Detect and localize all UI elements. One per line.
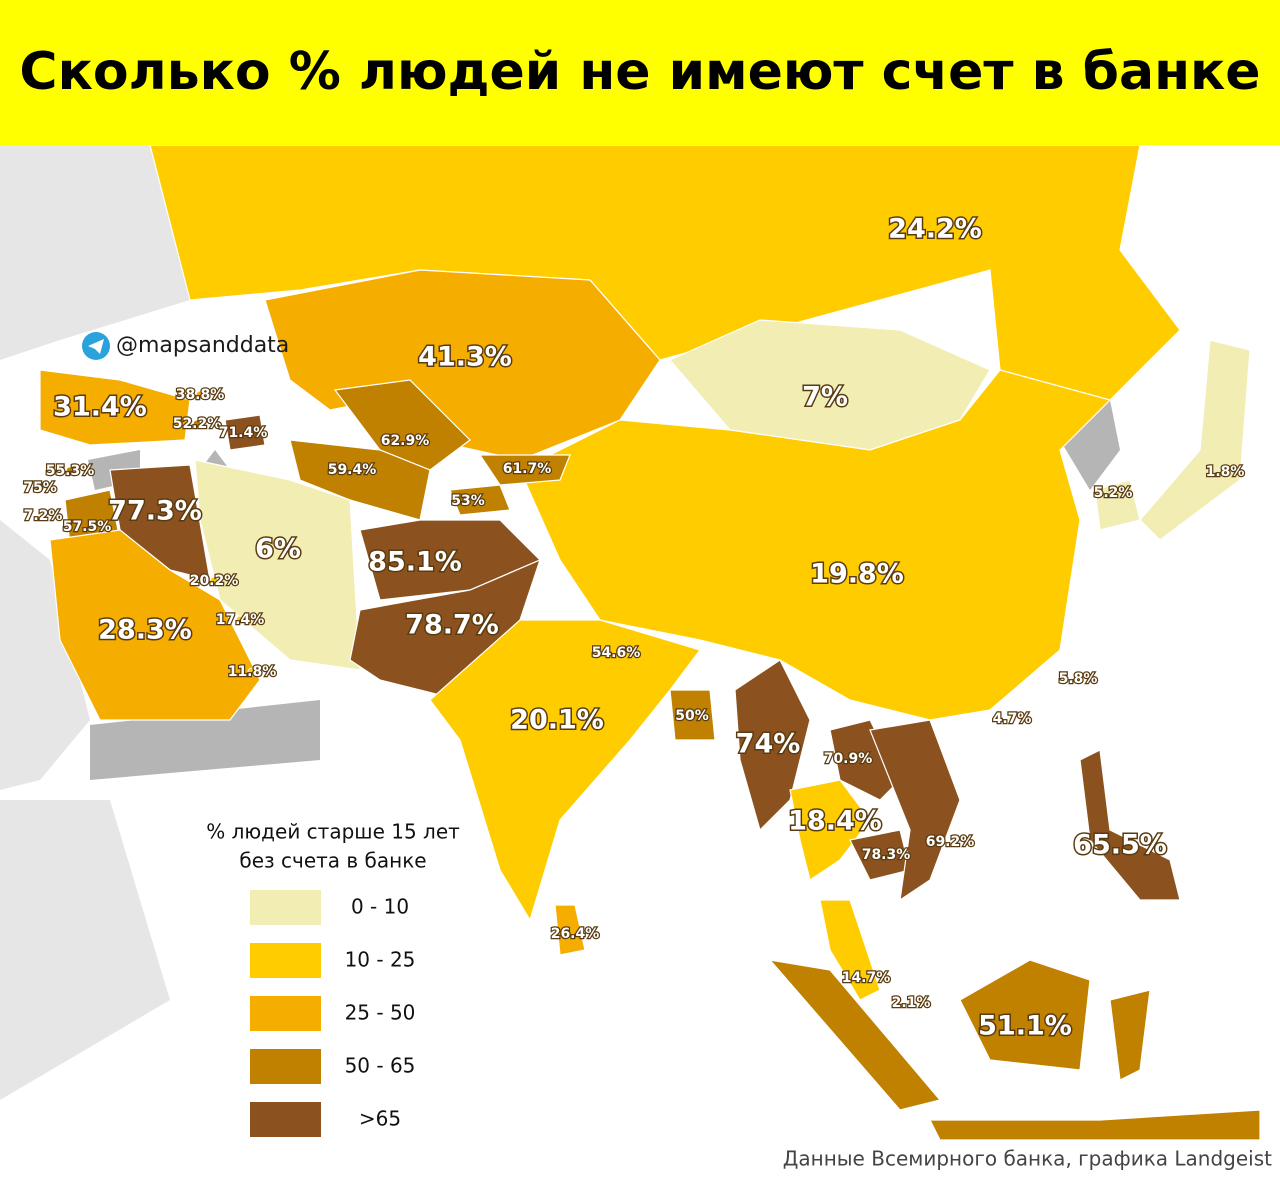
legend-label: >65 <box>359 1107 401 1131</box>
region-dot <box>906 998 916 1008</box>
region <box>39 369 191 446</box>
region-label: 69.2% <box>926 834 975 850</box>
region <box>519 369 1112 721</box>
region-label: 85.1% <box>368 547 462 578</box>
region <box>224 414 266 451</box>
labels: 24.2% 41.3% 7% 1.8% 5.2% 19.8% 31.4% 38.8% 52.2%… <box>22 212 1246 1043</box>
legend-swatch <box>250 996 321 1031</box>
legend: 0 - 10 10 - 25 25 - 50 50 - 65 >65 <box>250 890 415 1137</box>
region <box>669 689 716 741</box>
region-label: 70.9% <box>824 751 873 767</box>
region-label: 53% <box>451 493 485 509</box>
region-label: 74% <box>736 729 801 760</box>
legend-label: 0 - 10 <box>351 895 409 919</box>
region <box>1139 339 1251 541</box>
region-label: 14.7% <box>842 970 891 986</box>
region-label: 11.8% <box>228 664 277 680</box>
region <box>1094 479 1141 531</box>
legend-label: 25 - 50 <box>345 1001 416 1025</box>
region-label: 78.3% <box>862 847 911 863</box>
regions <box>35 144 1261 1141</box>
region-label: 20.2% <box>190 573 239 589</box>
region <box>789 779 871 881</box>
region <box>829 719 901 801</box>
region-label: 1.8% <box>1206 464 1245 480</box>
region-dot <box>192 419 202 429</box>
region-label: 57.5% <box>63 519 112 535</box>
legend-swatch <box>250 943 321 978</box>
region-label: 78.7% <box>405 610 499 641</box>
land-europe <box>0 145 190 360</box>
region-dot <box>1007 714 1017 724</box>
region-label: 71.4% <box>219 425 268 441</box>
region-label: 7.2% <box>24 508 63 524</box>
region <box>1079 749 1181 901</box>
region-label: 6% <box>255 534 301 565</box>
region-label: 4.7% <box>993 711 1032 727</box>
title: Сколько % людей не имеют счет в банке <box>19 42 1260 102</box>
region <box>333 379 471 471</box>
region-label: 20.1% <box>510 705 604 736</box>
region-label: 7% <box>802 382 848 413</box>
region-label: 51.1% <box>978 1011 1072 1042</box>
region-dot <box>38 511 48 521</box>
region <box>194 459 361 671</box>
region-label: 38.8% <box>176 387 225 403</box>
region <box>554 904 586 956</box>
region <box>478 454 571 486</box>
region-label: 5.8% <box>1059 671 1098 687</box>
region-label: 41.3% <box>418 342 512 373</box>
legend-label: 10 - 25 <box>345 948 416 972</box>
region-dot <box>209 576 219 586</box>
region <box>109 464 211 581</box>
region-label: 19.8% <box>810 559 904 590</box>
region-dot <box>35 483 45 493</box>
region-label: 17.4% <box>216 612 265 628</box>
legend-swatch <box>250 1049 321 1084</box>
region <box>734 659 811 832</box>
region-label: 75% <box>23 480 57 496</box>
region-label: 24.2% <box>888 214 982 245</box>
region-label: 50% <box>675 708 709 724</box>
region-dot <box>65 466 75 476</box>
source: Данные Всемирного банка, графика Landgei… <box>783 1147 1272 1171</box>
land-africa <box>0 520 170 1100</box>
region-label: 59.4% <box>328 462 377 478</box>
no-data-north-korea <box>1060 400 1120 490</box>
region-dot <box>235 615 245 625</box>
region-label: 2.1% <box>892 995 931 1011</box>
region <box>149 144 1181 401</box>
handle: @mapsanddata <box>116 333 289 358</box>
region-label: 5.2% <box>1094 485 1133 501</box>
region-label: 77.3% <box>108 496 202 527</box>
region-label: 26.4% <box>551 926 600 942</box>
title-band <box>0 0 1280 145</box>
region-label: 62.9% <box>381 433 430 449</box>
region-label: 61.7% <box>503 461 552 477</box>
region-dot <box>195 390 205 400</box>
region <box>49 529 261 721</box>
region <box>768 959 1261 1141</box>
telegram-plane <box>88 339 104 354</box>
region-label: 18.4% <box>788 806 882 837</box>
region-label: 28.3% <box>98 615 192 646</box>
region-label: 65.5% <box>1073 830 1167 861</box>
region-label: 52.2% <box>173 416 222 432</box>
region-dot <box>247 667 257 677</box>
region <box>869 719 961 902</box>
region-label: 55.3% <box>46 463 95 479</box>
region-label: 54.6% <box>592 645 641 661</box>
legend-title: без счета в банке <box>239 849 426 873</box>
legend-title: % людей старше 15 лет <box>206 820 460 844</box>
region <box>429 619 701 922</box>
region-label: 31.4% <box>53 392 147 423</box>
region-dot <box>1073 674 1083 684</box>
region <box>449 484 511 516</box>
legend-label: 50 - 65 <box>345 1054 416 1078</box>
legend-swatch <box>250 1102 321 1137</box>
region <box>819 899 881 1001</box>
legend-swatch <box>250 890 321 925</box>
